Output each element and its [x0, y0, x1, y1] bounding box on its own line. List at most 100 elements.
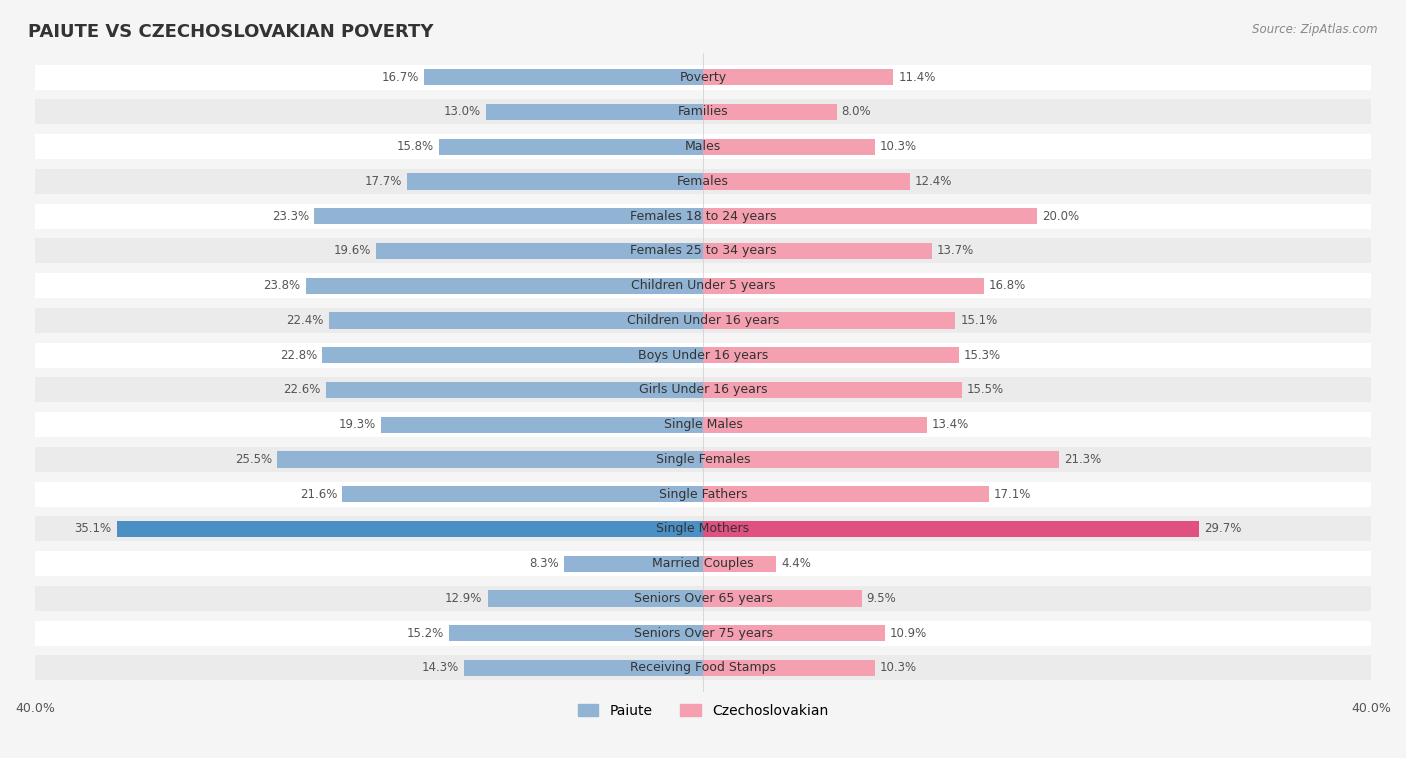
Bar	[35, 308, 1371, 333]
Text: 35.1%: 35.1%	[75, 522, 111, 535]
Text: 23.8%: 23.8%	[263, 279, 301, 292]
Text: 21.3%: 21.3%	[1064, 453, 1101, 466]
Bar	[35, 239, 1371, 264]
Bar	[703, 312, 955, 328]
Text: Girls Under 16 years: Girls Under 16 years	[638, 384, 768, 396]
Text: 9.5%: 9.5%	[866, 592, 897, 605]
Bar	[35, 621, 1371, 646]
Text: 10.9%: 10.9%	[890, 627, 928, 640]
Text: Seniors Over 75 years: Seniors Over 75 years	[634, 627, 772, 640]
Text: 14.3%: 14.3%	[422, 662, 460, 675]
Bar	[342, 486, 703, 503]
Text: 4.4%: 4.4%	[782, 557, 811, 570]
Text: Poverty: Poverty	[679, 70, 727, 83]
Text: Children Under 16 years: Children Under 16 years	[627, 314, 779, 327]
Bar	[305, 277, 703, 294]
Bar	[703, 347, 959, 363]
Text: Single Females: Single Females	[655, 453, 751, 466]
Text: Females 18 to 24 years: Females 18 to 24 years	[630, 210, 776, 223]
Bar	[703, 243, 932, 259]
Bar	[703, 277, 984, 294]
Bar	[449, 625, 703, 641]
Text: Males: Males	[685, 140, 721, 153]
Text: 22.8%: 22.8%	[280, 349, 318, 362]
Text: Females: Females	[678, 175, 728, 188]
Text: Single Fathers: Single Fathers	[659, 487, 747, 500]
Text: 13.7%: 13.7%	[936, 244, 974, 258]
Text: 13.4%: 13.4%	[932, 418, 969, 431]
Bar	[322, 347, 703, 363]
Bar	[35, 99, 1371, 124]
Bar	[703, 556, 776, 572]
Text: 8.3%: 8.3%	[530, 557, 560, 570]
Bar	[703, 382, 962, 398]
Text: 20.0%: 20.0%	[1042, 210, 1080, 223]
Text: Source: ZipAtlas.com: Source: ZipAtlas.com	[1253, 23, 1378, 36]
Text: 19.3%: 19.3%	[339, 418, 375, 431]
Text: 12.9%: 12.9%	[446, 592, 482, 605]
Bar	[464, 659, 703, 676]
Bar	[703, 139, 875, 155]
Text: 10.3%: 10.3%	[880, 662, 917, 675]
Bar	[439, 139, 703, 155]
Text: Families: Families	[678, 105, 728, 118]
Bar	[329, 312, 703, 328]
Bar	[35, 377, 1371, 402]
Bar	[35, 64, 1371, 89]
Text: 16.7%: 16.7%	[381, 70, 419, 83]
Text: Females 25 to 34 years: Females 25 to 34 years	[630, 244, 776, 258]
Bar	[35, 343, 1371, 368]
Bar	[703, 659, 875, 676]
Text: Receiving Food Stamps: Receiving Food Stamps	[630, 662, 776, 675]
Text: 22.6%: 22.6%	[283, 384, 321, 396]
Text: 23.3%: 23.3%	[271, 210, 309, 223]
Bar	[488, 590, 703, 606]
Text: Boys Under 16 years: Boys Under 16 years	[638, 349, 768, 362]
Bar	[35, 204, 1371, 229]
Text: 15.2%: 15.2%	[406, 627, 444, 640]
Text: Married Couples: Married Couples	[652, 557, 754, 570]
Bar	[703, 521, 1199, 537]
Bar	[703, 417, 927, 433]
Text: Children Under 5 years: Children Under 5 years	[631, 279, 775, 292]
Bar	[381, 417, 703, 433]
Bar	[35, 447, 1371, 472]
Text: 10.3%: 10.3%	[880, 140, 917, 153]
Bar	[703, 208, 1038, 224]
Bar	[35, 586, 1371, 611]
Text: 15.5%: 15.5%	[967, 384, 1004, 396]
Text: 12.4%: 12.4%	[915, 175, 952, 188]
Bar	[703, 625, 884, 641]
Text: 8.0%: 8.0%	[842, 105, 872, 118]
Bar	[35, 273, 1371, 298]
Text: 21.6%: 21.6%	[299, 487, 337, 500]
Bar	[277, 451, 703, 468]
Bar	[703, 69, 893, 86]
Bar	[35, 656, 1371, 681]
Bar	[703, 174, 910, 190]
Bar	[326, 382, 703, 398]
Bar	[408, 174, 703, 190]
Bar	[35, 516, 1371, 541]
Text: 19.6%: 19.6%	[333, 244, 371, 258]
Text: 13.0%: 13.0%	[444, 105, 481, 118]
Text: 22.4%: 22.4%	[287, 314, 323, 327]
Bar	[486, 104, 703, 120]
Bar	[35, 169, 1371, 194]
Bar	[35, 412, 1371, 437]
Text: 17.1%: 17.1%	[994, 487, 1031, 500]
Bar	[35, 551, 1371, 576]
Bar	[117, 521, 703, 537]
Legend: Paiute, Czechoslovakian: Paiute, Czechoslovakian	[572, 698, 834, 724]
Bar	[703, 590, 862, 606]
Text: 15.1%: 15.1%	[960, 314, 997, 327]
Bar	[425, 69, 703, 86]
Bar	[375, 243, 703, 259]
Bar	[703, 486, 988, 503]
Bar	[314, 208, 703, 224]
Text: 25.5%: 25.5%	[235, 453, 273, 466]
Text: 29.7%: 29.7%	[1204, 522, 1241, 535]
Text: 16.8%: 16.8%	[988, 279, 1026, 292]
Bar	[35, 481, 1371, 506]
Text: 15.8%: 15.8%	[396, 140, 434, 153]
